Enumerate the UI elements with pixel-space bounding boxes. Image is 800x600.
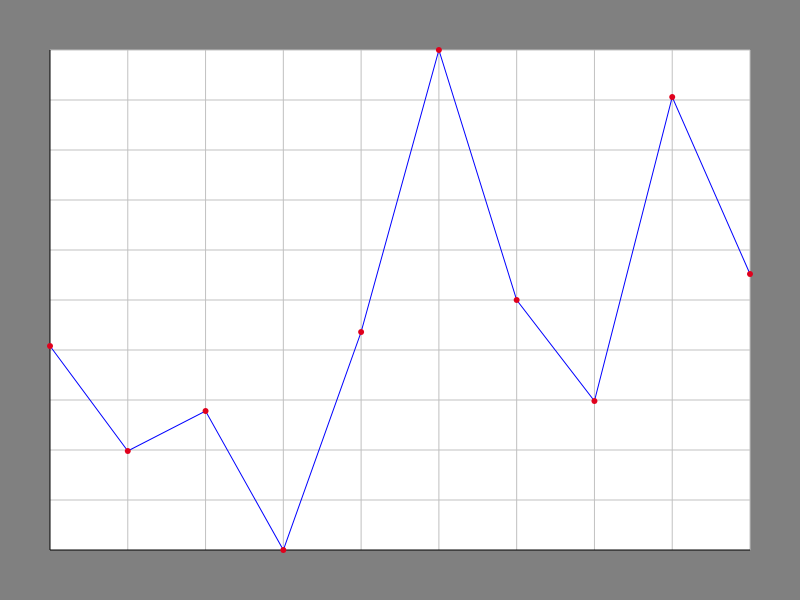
data-point	[124, 448, 131, 454]
data-point	[435, 47, 442, 53]
data-point	[747, 271, 753, 277]
grid	[50, 49, 751, 550]
data-point	[47, 343, 53, 349]
data-point	[591, 398, 598, 404]
data-point	[280, 547, 287, 553]
series	[49, 48, 751, 552]
axes	[49, 50, 750, 551]
markers	[47, 47, 753, 553]
series-line	[49, 48, 751, 552]
data-point	[202, 408, 209, 414]
data-point	[669, 94, 676, 100]
data-point	[513, 297, 520, 303]
data-point	[358, 329, 365, 335]
